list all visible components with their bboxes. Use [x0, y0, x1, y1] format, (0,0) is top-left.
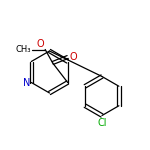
Text: O: O: [69, 52, 77, 62]
Text: N: N: [23, 78, 30, 87]
Text: CH₃: CH₃: [15, 45, 31, 54]
Text: O: O: [37, 39, 44, 49]
Text: Cl: Cl: [97, 118, 107, 128]
